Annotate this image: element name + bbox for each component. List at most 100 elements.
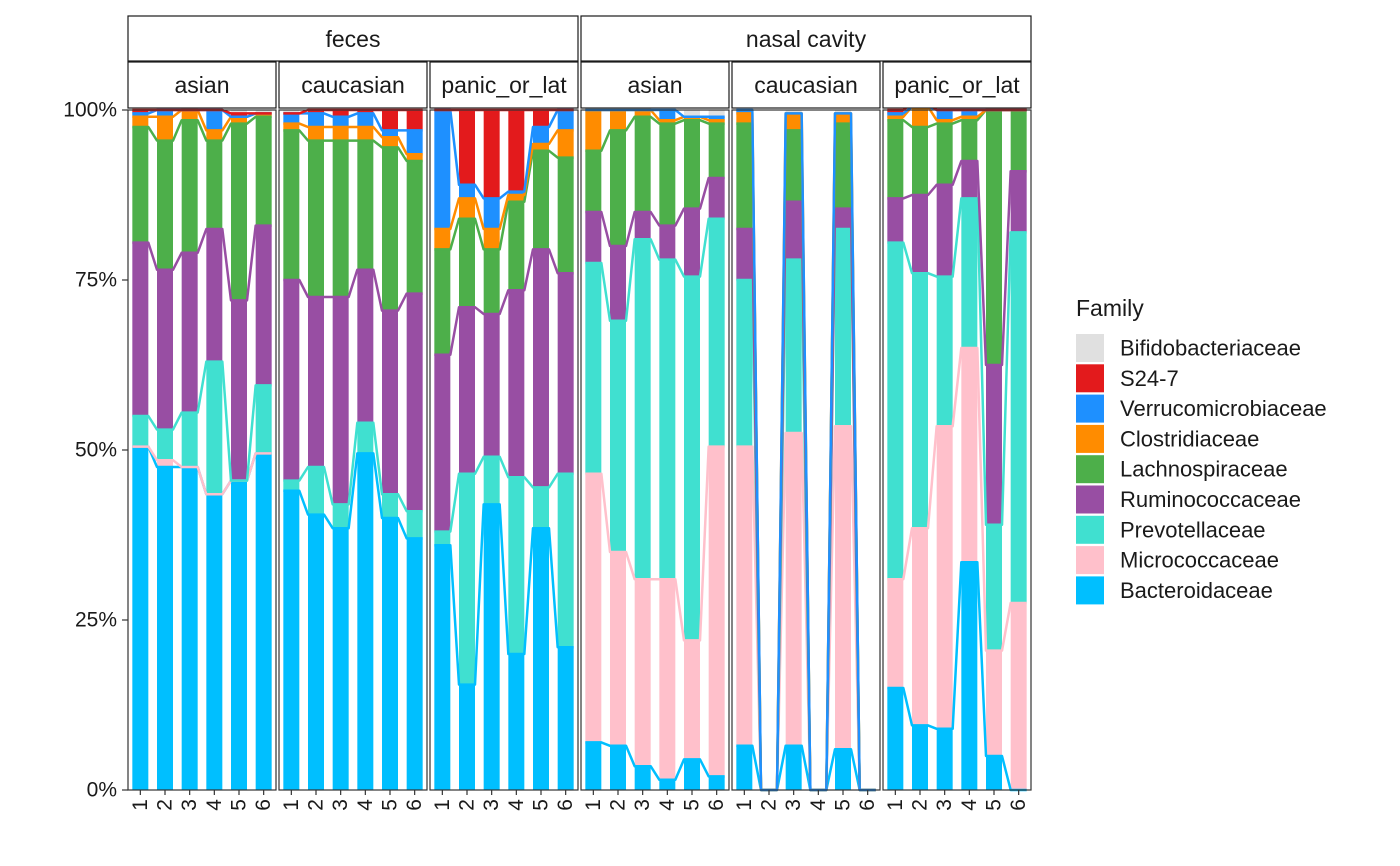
facet-panels [127,101,1032,792]
flow-line-ruminococcaceae [585,176,725,248]
legend-swatch [1076,576,1104,605]
bar-segment-verrucomicrobiaceae [557,110,574,131]
bar-segment-lachnospiraceae [912,127,928,195]
bar-segment-prevotellaceae [533,487,549,529]
bar-segment-bacteroidaceae [181,467,198,790]
bar-segment-micrococcaceae [986,650,1002,756]
bar-segment-micrococcaceae [157,460,173,467]
bar-segment-s24-7 [231,113,247,117]
x-tick-label: 4 [656,799,679,811]
bar-segment-verrucomicrobiaceae [459,184,475,199]
bar-segment-lachnospiraceae [1010,110,1027,172]
bar-segment-clostridiaceae [332,127,349,141]
bar-segment-bacteroidaceae [157,467,173,790]
col-strip-box [429,61,579,109]
col-strip: asian [127,61,277,109]
bar-segment-prevotellaceae [684,276,700,641]
bar-segment-ruminococcaceae [1010,171,1027,233]
bar-segment-clostridiaceae [557,130,574,158]
bar-segment-clostridiaceae [684,116,700,121]
x-tick-label: 4 [354,799,377,811]
flow-line-lachnospiraceae [434,149,574,251]
col-strip: caucasian [278,61,428,109]
bar-segment-ruminococcaceae [406,293,423,512]
bar-segment-micrococcaceae [835,426,851,750]
x-tick-label: 6 [856,799,879,811]
flow-line-ruminococcaceae [434,248,574,357]
bar-segment-clostridiaceae [308,127,324,141]
bar-segment-lachnospiraceae [936,123,953,185]
legend-swatch [1076,394,1104,423]
bar-segment-verrucomicrobiaceae [132,113,149,117]
bar-segment-clostridiaceae [835,113,851,124]
bar-segment-bifidobacteriaceae [283,110,300,114]
bar-segment-verrucomicrobiaceae [533,127,549,144]
bar-segment-s24-7 [887,110,904,114]
bar-segment-clostridiaceae [912,106,928,127]
col-strip-box [882,61,1032,109]
bar-segment-ruminococcaceae [483,314,500,457]
bar-segment-verrucomicrobiaceae [206,110,223,131]
flow-line-verrucomicrobiaceae [434,108,574,200]
bar-segment-micrococcaceae [634,579,651,767]
bar-segment-bacteroidaceae [357,453,374,790]
legend-label: Prevotellaceae [1120,517,1266,542]
bar-segment-clostridiaceae [483,229,500,250]
bar-segment-verrucomicrobiaceae [936,110,953,121]
col-strip-box [731,61,881,109]
flow-line-verrucomicrobiaceae [283,112,423,132]
bar-segment-verrucomicrobiaceae [736,110,753,114]
flow-line-ruminococcaceae [283,268,423,312]
panel-background [128,110,276,790]
bar-segment-bacteroidaceae [533,528,549,790]
x-tick-label: 4 [807,799,830,811]
bar-segment-lachnospiraceae [181,120,198,253]
bar-segment-s24-7 [132,110,149,114]
bar-segment-micrococcaceae [785,433,802,746]
bar-segment-lachnospiraceae [459,218,475,308]
x-tick-label: 5 [530,799,553,811]
bar-segment-lachnospiraceae [961,120,978,161]
row-strip-box [580,15,1032,62]
x-tick-label: 6 [1007,799,1030,811]
row-strip: nasal cavity [580,15,1032,62]
flow-line-prevotellaceae [585,217,725,323]
bar-segment-clostridiaceae [132,116,149,127]
legend-entry: Prevotellaceae [1076,515,1266,544]
panel-background [279,110,427,790]
flow-line-prevotellaceae [434,455,574,533]
bar-segment-bacteroidaceae [459,684,475,790]
legend: Family Bifidobacteriaceae S24-7 Verrucomicr… [1076,295,1327,605]
bar-segment-clostridiaceae [231,116,247,124]
x-tick-label: 5 [228,799,251,811]
x-tick-label: 2 [607,799,630,811]
bar-segment-clostridiaceae [634,110,651,117]
bar-segment-verrucomicrobiaceae [708,116,725,121]
bar-segment-lachnospiraceae [610,130,626,246]
flow-line-lachnospiraceae [283,129,423,163]
flow-line-micrococcaceae [887,346,1027,652]
panel-background [883,110,1031,790]
x-tick-label: 3 [933,799,956,811]
panel-feces-panic_or_lat [429,108,579,791]
flow-line-bacteroidaceae [887,560,1027,792]
bar-segment-verrucomicrobiaceae [434,110,451,229]
bar-segment-clostridiaceae [181,110,198,121]
bar-segment-clostridiaceae [610,110,626,131]
bar-segment-ruminococcaceae [785,201,802,260]
bar-segment-ruminococcaceae [684,208,700,277]
legend-label: Ruminococcaceae [1120,487,1301,512]
bar-segment-ruminococcaceae [936,184,953,277]
bar-segment-ruminococcaceae [459,307,475,474]
bar-segment-bacteroidaceae [283,490,300,790]
bar-segment-verrucomicrobiaceae [283,113,300,124]
bar-segment-prevotellaceae [434,531,451,546]
flow-line-bacteroidaceae [585,741,725,782]
bar-segment-bacteroidaceae [308,514,324,790]
bar-segment-ruminococcaceae [659,225,676,260]
bar-segment-prevotellaceae [283,480,300,491]
bar-segment-micrococcaceae [610,552,626,746]
